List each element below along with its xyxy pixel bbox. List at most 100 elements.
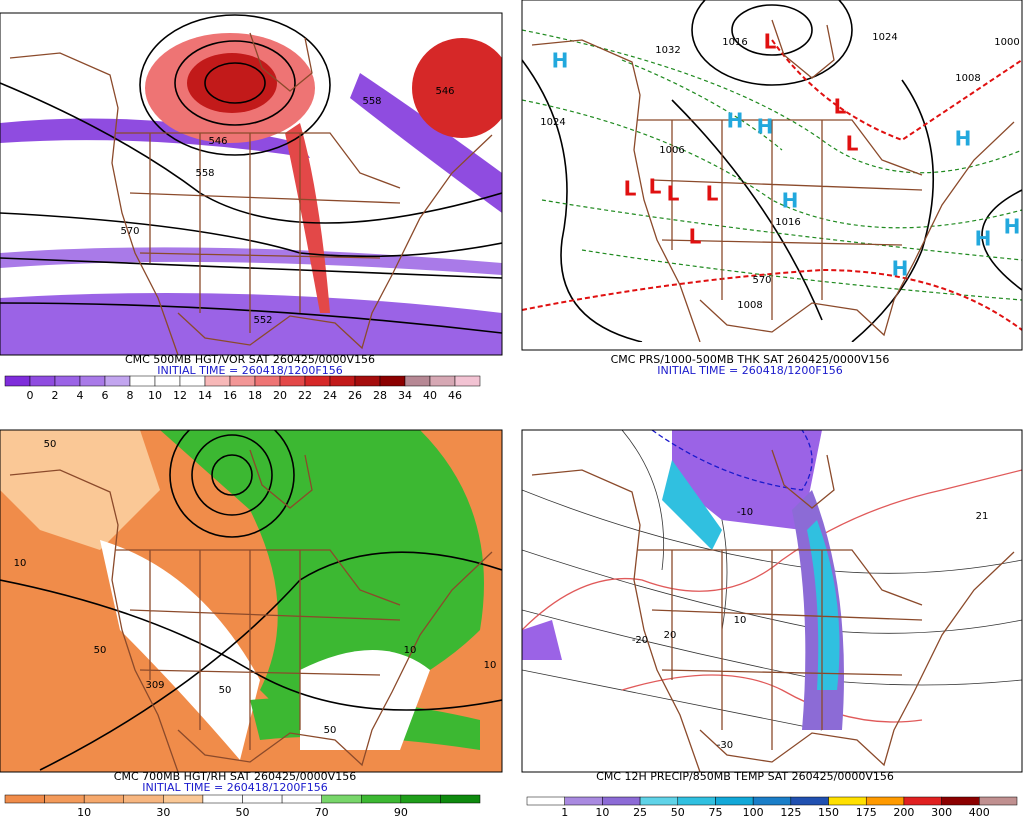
map-label: 1008 [737, 300, 762, 311]
initial-time: INITIAL TIME = 260418/1200F156 [157, 364, 342, 377]
map-label: H [782, 189, 799, 213]
colorbar-label: 50 [236, 806, 250, 819]
map-label: H [975, 227, 992, 251]
map-label: 558 [362, 96, 381, 107]
colorbar-swatch [204, 375, 231, 387]
colorbar-swatch [83, 794, 124, 804]
colorbar-swatch [279, 375, 306, 387]
colorbar-label: 10 [148, 389, 162, 402]
map-label: 546 [208, 136, 227, 147]
map-label: 10 [14, 558, 27, 569]
colorbar-swatch [123, 794, 164, 804]
colorbar-label: 0 [27, 389, 34, 402]
map-label: 10 [484, 660, 497, 671]
colorbar-label: 16 [223, 389, 237, 402]
map-label: -10 [737, 507, 753, 518]
colorbar-swatch [379, 375, 406, 387]
colorbar-label: 100 [743, 806, 764, 819]
map-label: 1000 [994, 37, 1019, 48]
map-label: L [834, 95, 847, 119]
colorbar-label: 10 [595, 806, 609, 819]
colorbar-swatch [903, 796, 942, 806]
map-label: 50 [94, 645, 107, 656]
colorbar-swatch [229, 375, 256, 387]
map-label: 552 [253, 315, 272, 326]
colorbar-label: 4 [77, 389, 84, 402]
map-label: L [667, 182, 680, 206]
colorbar-swatch [828, 796, 867, 806]
map-label: 10 [404, 645, 417, 656]
map-label: H [552, 49, 569, 73]
map-label: 546 [435, 86, 454, 97]
panel-humidity [0, 429, 503, 773]
colorbar-swatch [440, 794, 481, 804]
colorbar-label: 26 [348, 389, 362, 402]
colorbar-label: 90 [394, 806, 408, 819]
colorbar-label: 28 [373, 389, 387, 402]
map-label: -30 [717, 740, 733, 751]
colorbar-swatch [400, 794, 441, 804]
colorbar-swatch [752, 796, 792, 806]
colorbar-swatch [526, 796, 565, 806]
caption: CMC 12H PRECIP/850MB TEMP SAT 260425/000… [596, 770, 894, 783]
map-label: 50 [44, 439, 57, 450]
initial-time: INITIAL TIME = 260418/1200F156 [142, 781, 327, 794]
colorbar-label: 30 [156, 806, 170, 819]
panel-precip [521, 429, 1023, 773]
colorbar-label: 25 [633, 806, 647, 819]
map-label: L [706, 182, 719, 206]
colorbar-swatch [281, 794, 322, 804]
colorbar-label: 14 [198, 389, 212, 402]
map-label: 20 [664, 630, 677, 641]
colorbar-label: 24 [323, 389, 337, 402]
map-label: 1006 [659, 145, 684, 156]
colorbar-swatch [564, 796, 603, 806]
colorbar-swatch [429, 375, 456, 387]
map-label: 1024 [872, 32, 897, 43]
initial-time: INITIAL TIME = 260418/1200F156 [657, 364, 842, 377]
colorbar-swatch [129, 375, 156, 387]
colorbar-label: 34 [398, 389, 412, 402]
map-label: L [649, 175, 662, 199]
colorbar-swatch [4, 794, 45, 804]
colorbar-swatch [329, 375, 356, 387]
colorbar-swatch [354, 375, 381, 387]
colorbar-label: 70 [315, 806, 329, 819]
colorbar-swatch [361, 794, 402, 804]
map-label: 50 [219, 685, 232, 696]
colorbar-swatch [54, 375, 81, 387]
colorbar-swatch [639, 796, 679, 806]
colorbar-swatch [602, 796, 641, 806]
colorbar-swatch [454, 375, 481, 387]
panel-vorticity [0, 12, 503, 356]
colorbar-label: 40 [423, 389, 437, 402]
colorbar-label: 125 [780, 806, 801, 819]
colorbar-swatch [715, 796, 754, 806]
colorbar-swatch [404, 375, 431, 387]
colorbar-label: 20 [273, 389, 287, 402]
caption: CMC 500MB HGT/VOR SAT 260425/0000V156 [125, 353, 375, 366]
map-label: 21 [976, 511, 989, 522]
colorbar-swatch [304, 375, 331, 387]
map-label: L [689, 225, 702, 249]
colorbar-swatch [242, 794, 283, 804]
colorbar-label: 12 [173, 389, 187, 402]
colorbar-swatch [79, 375, 106, 387]
map-label: L [846, 132, 859, 156]
colorbar-label: 46 [448, 389, 462, 402]
colorbar-label: 300 [931, 806, 952, 819]
map-label: 1024 [540, 117, 565, 128]
colorbar-label: 22 [298, 389, 312, 402]
colorbar-swatch [29, 375, 56, 387]
map-label: 1032 [655, 45, 680, 56]
map-label: 570 [752, 275, 771, 286]
map-label: H [1004, 215, 1021, 239]
map-label: 10 [734, 615, 747, 626]
colorbar-label: 1 [561, 806, 568, 819]
map-label: H [757, 115, 774, 139]
colorbar-swatch [179, 375, 206, 387]
colorbar-swatch [321, 794, 362, 804]
map-label: 558 [195, 168, 214, 179]
colorbar-label: 6 [102, 389, 109, 402]
